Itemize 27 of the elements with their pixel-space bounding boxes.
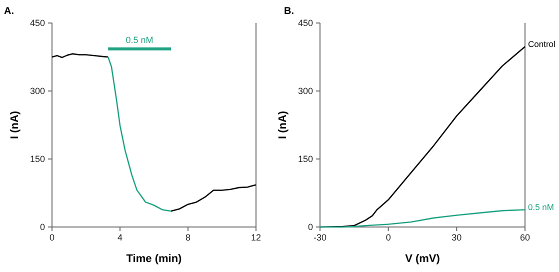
x-axis-title: V (mV) (405, 253, 440, 265)
chart-title: A. (4, 6, 14, 17)
x-tick-label: 0 (386, 232, 391, 242)
y-tick-label: 300 (30, 86, 45, 96)
annotation: 0.5 nM (126, 34, 154, 45)
x-tick-label: 30 (452, 232, 462, 242)
y-axis-title: I (nA) (9, 110, 21, 140)
y-tick-label: 0 (40, 222, 45, 232)
line-series (107, 56, 172, 212)
y-tick-label: 450 (298, 18, 313, 28)
line-series (170, 184, 257, 212)
x-tick-label: -30 (313, 232, 327, 242)
x-tick-label: 0 (49, 232, 55, 242)
y-tick-label: 450 (30, 18, 45, 28)
y-tick-label: 0 (308, 222, 313, 232)
series-label: 0.5 nM (528, 202, 554, 212)
x-tick-label: 12 (250, 232, 262, 242)
y-tick-label: 150 (30, 154, 45, 164)
x-tick-label: 60 (520, 232, 530, 242)
x-axis-title: Time (min) (126, 253, 182, 265)
y-tick-label: 150 (298, 154, 313, 164)
y-axis-title: I (nA) (277, 110, 289, 140)
chart-title: B. (284, 6, 294, 17)
y-tick-label: 300 (298, 86, 313, 96)
series-label: Control (528, 38, 556, 49)
x-tick-label: 8 (185, 232, 191, 242)
x-tick-label: 4 (117, 232, 123, 242)
